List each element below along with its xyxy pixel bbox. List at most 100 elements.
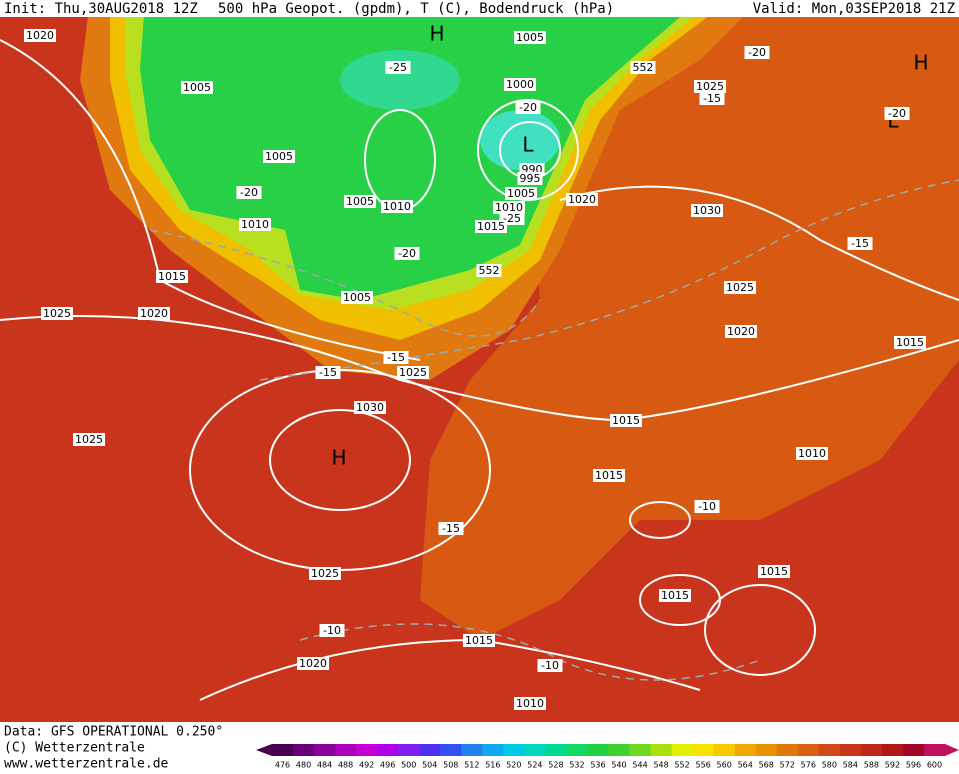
contour-label: -10 [323,624,341,637]
label-box [504,78,536,91]
contour-label: -15 [442,522,460,535]
label-box [476,264,502,277]
label-box [744,46,770,59]
colorbar-segment [293,744,315,756]
label-box [315,366,341,379]
colorbar-label: 552 [674,761,689,770]
colorbar-segment [272,744,294,756]
label-box [630,61,656,74]
colorbar-label: 480 [296,761,311,770]
label-box [566,193,598,206]
contour-label: 1025 [311,567,339,580]
colorbar-segment [419,744,441,756]
colorbar-label: 588 [864,761,879,770]
contour-label: 1005 [346,195,374,208]
contour-label: 552 [633,61,654,74]
label-box [610,414,642,427]
colorbar-label: 532 [569,761,584,770]
contour-label: 1005 [507,187,535,200]
pressure-center: H [331,446,346,470]
colorbar-label: 496 [380,761,395,770]
colorbar-segment [755,744,778,756]
contour-label: 1010 [516,697,544,710]
colorbar-segment [881,744,904,756]
colorbar-segment [902,744,925,756]
label-box [699,92,725,105]
colorbar-segment [377,744,399,756]
contour-label: -15 [851,237,869,250]
colorbar: 476 480 484 488 492 496 500 504 508 512 516 520 524 5… [256,744,959,770]
contour-label: 552 [479,264,500,277]
colorbar-segment [440,744,462,756]
colorbar-label: 572 [780,761,795,770]
colorbar-segment [797,744,820,756]
colorbar-label: 576 [801,761,816,770]
colorbar-label: 504 [422,761,437,770]
label-box [515,101,541,114]
init-time: Init: Thu,30AUG2018 12Z [4,1,198,17]
contour-label: 1025 [43,307,71,320]
colorbar-segment [650,744,673,756]
label-box [438,522,464,535]
colorbar-segment [503,744,525,756]
label-box [517,172,543,185]
colorbar-label: 592 [885,761,900,770]
contour-label: 1005 [183,81,211,94]
contour-label: 995 [520,172,541,185]
label-box [344,195,376,208]
label-box [694,80,726,93]
colorbar-label: 524 [527,761,542,770]
cold-core [480,110,560,170]
colorbar-segment [587,744,609,756]
label-box [341,291,373,304]
colorbar-segment [839,744,862,756]
contour-label: 1015 [595,469,623,482]
label-box [297,657,329,670]
label-box [263,150,295,163]
colorbar-segment [608,744,631,756]
pressure-center: H [913,51,928,75]
contour-label: 1025 [726,281,754,294]
label-box [239,218,271,231]
colorbar-label: 600 [927,761,942,770]
colorbar-segment [314,744,336,756]
contour-label: 1000 [506,78,534,91]
colorbar-label: 584 [843,761,858,770]
colorbar-label: 520 [506,761,521,770]
colorbar-label: 484 [317,761,332,770]
label-box [847,237,873,250]
label-box [659,589,691,602]
colorbar-segment [818,744,841,756]
colorbar-segment [545,744,567,756]
label-box [475,220,507,233]
label-box [181,81,213,94]
colorbar-segment [398,744,420,756]
contour-label: -10 [541,659,559,672]
contour-label: -15 [703,92,721,105]
contour-label: 1010 [495,201,523,214]
label-box [758,565,790,578]
colorbar-label: 528 [548,761,563,770]
data-source: Data: GFS OPERATIONAL 0.250° [4,725,223,740]
pressure-center: L [522,133,534,157]
pressure-center: H [429,22,444,46]
contour-label: 1030 [356,401,384,414]
label-box [383,351,409,364]
label-box [394,247,420,260]
colorbar-label: 476 [275,761,290,770]
valid-time: Valid: Mon,03SEP2018 21Z [753,1,955,17]
colorbar-label: 512 [464,761,479,770]
colorbar-arrow [945,744,959,756]
contour-label: 1025 [75,433,103,446]
label-box [691,204,723,217]
colorbar-segment [335,744,357,756]
product: 500 hPa Geopot. (gpdm), T (C), Bodendruc… [218,1,614,17]
colorbar-segment [776,744,799,756]
copyright: (C) Wetterzentrale [4,741,145,756]
colorbar-label: 508 [443,761,458,770]
contour-label: -20 [748,46,766,59]
label-box [73,433,105,446]
colorbar-label: 516 [485,761,500,770]
contour-label: 1015 [896,336,924,349]
